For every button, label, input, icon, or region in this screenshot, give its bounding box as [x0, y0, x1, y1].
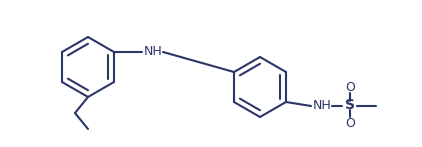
Text: NH: NH: [313, 98, 331, 112]
Text: NH: NH: [143, 45, 162, 57]
Text: O: O: [345, 81, 355, 93]
Text: S: S: [345, 98, 355, 112]
Text: O: O: [345, 117, 355, 130]
